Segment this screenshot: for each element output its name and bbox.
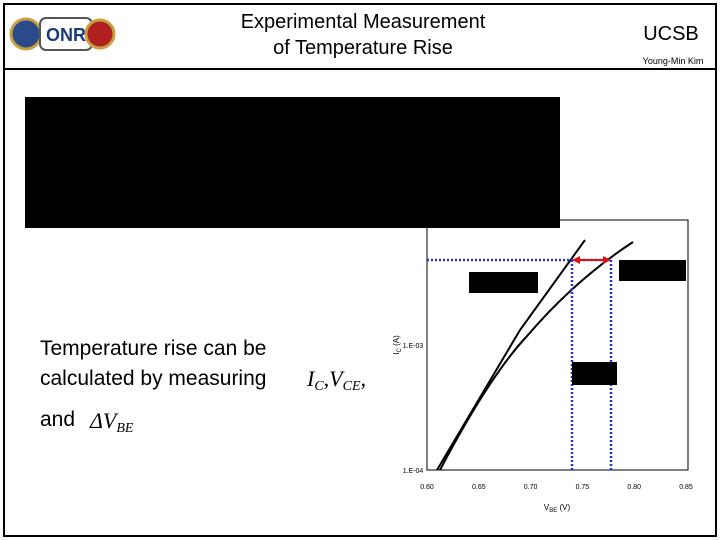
x-tick-label: 0.60 bbox=[420, 484, 434, 491]
figure: 1.E-03 1.E-04 0.60 0.65 0.70 0.75 0.80 0.85 V… bbox=[392, 219, 693, 514]
author: Young-Min Kim bbox=[643, 56, 704, 66]
math-base: I bbox=[306, 366, 316, 391]
redaction bbox=[25, 97, 560, 228]
math-sub: BE bbox=[116, 421, 134, 436]
math-base: ,V bbox=[324, 366, 346, 391]
redaction bbox=[572, 362, 617, 385]
arrow-head bbox=[572, 256, 611, 264]
y-tick-label: 1.E-03 bbox=[403, 343, 424, 350]
body-text: Temperature rise can be bbox=[40, 337, 266, 360]
x-tick-label: 0.70 bbox=[524, 484, 538, 491]
math-base: ΔV bbox=[89, 408, 119, 433]
plot-frame bbox=[426, 219, 689, 471]
body-text: and bbox=[40, 408, 75, 431]
body-text: calculated by measuring bbox=[40, 367, 266, 390]
x-tick-label: 0.80 bbox=[627, 484, 641, 491]
math-sub: C bbox=[314, 379, 324, 394]
math-sub: CE bbox=[343, 379, 361, 394]
x-axis-label: VBE (V) bbox=[544, 503, 571, 514]
label-unit: (V) bbox=[557, 503, 570, 512]
label-base: I bbox=[392, 353, 401, 355]
y-tick-label: 1.E-04 bbox=[403, 468, 424, 475]
title-line: Experimental Measurement bbox=[241, 11, 486, 33]
x-tick-label: 0.65 bbox=[472, 484, 486, 491]
redaction bbox=[469, 272, 538, 293]
math: ΔVBE bbox=[89, 408, 134, 436]
y-axis-label: IC (A) bbox=[392, 335, 403, 355]
x-tick-label: 0.85 bbox=[679, 484, 693, 491]
curve bbox=[439, 241, 634, 471]
label-unit: (A) bbox=[392, 335, 401, 348]
slide-border bbox=[3, 3, 717, 537]
label-base: V bbox=[544, 503, 550, 512]
affiliation: UCSB bbox=[643, 23, 699, 45]
math: IC,VCE, bbox=[306, 366, 366, 394]
label-sub: C bbox=[397, 348, 403, 353]
label-sub: BE bbox=[549, 508, 557, 514]
title-line: of Temperature Rise bbox=[273, 37, 453, 59]
math-base: , bbox=[361, 366, 367, 391]
redaction bbox=[619, 260, 686, 281]
svg-text:ONR: ONR bbox=[46, 25, 86, 45]
x-tick-label: 0.75 bbox=[576, 484, 590, 491]
logo: ONR bbox=[9, 17, 116, 51]
